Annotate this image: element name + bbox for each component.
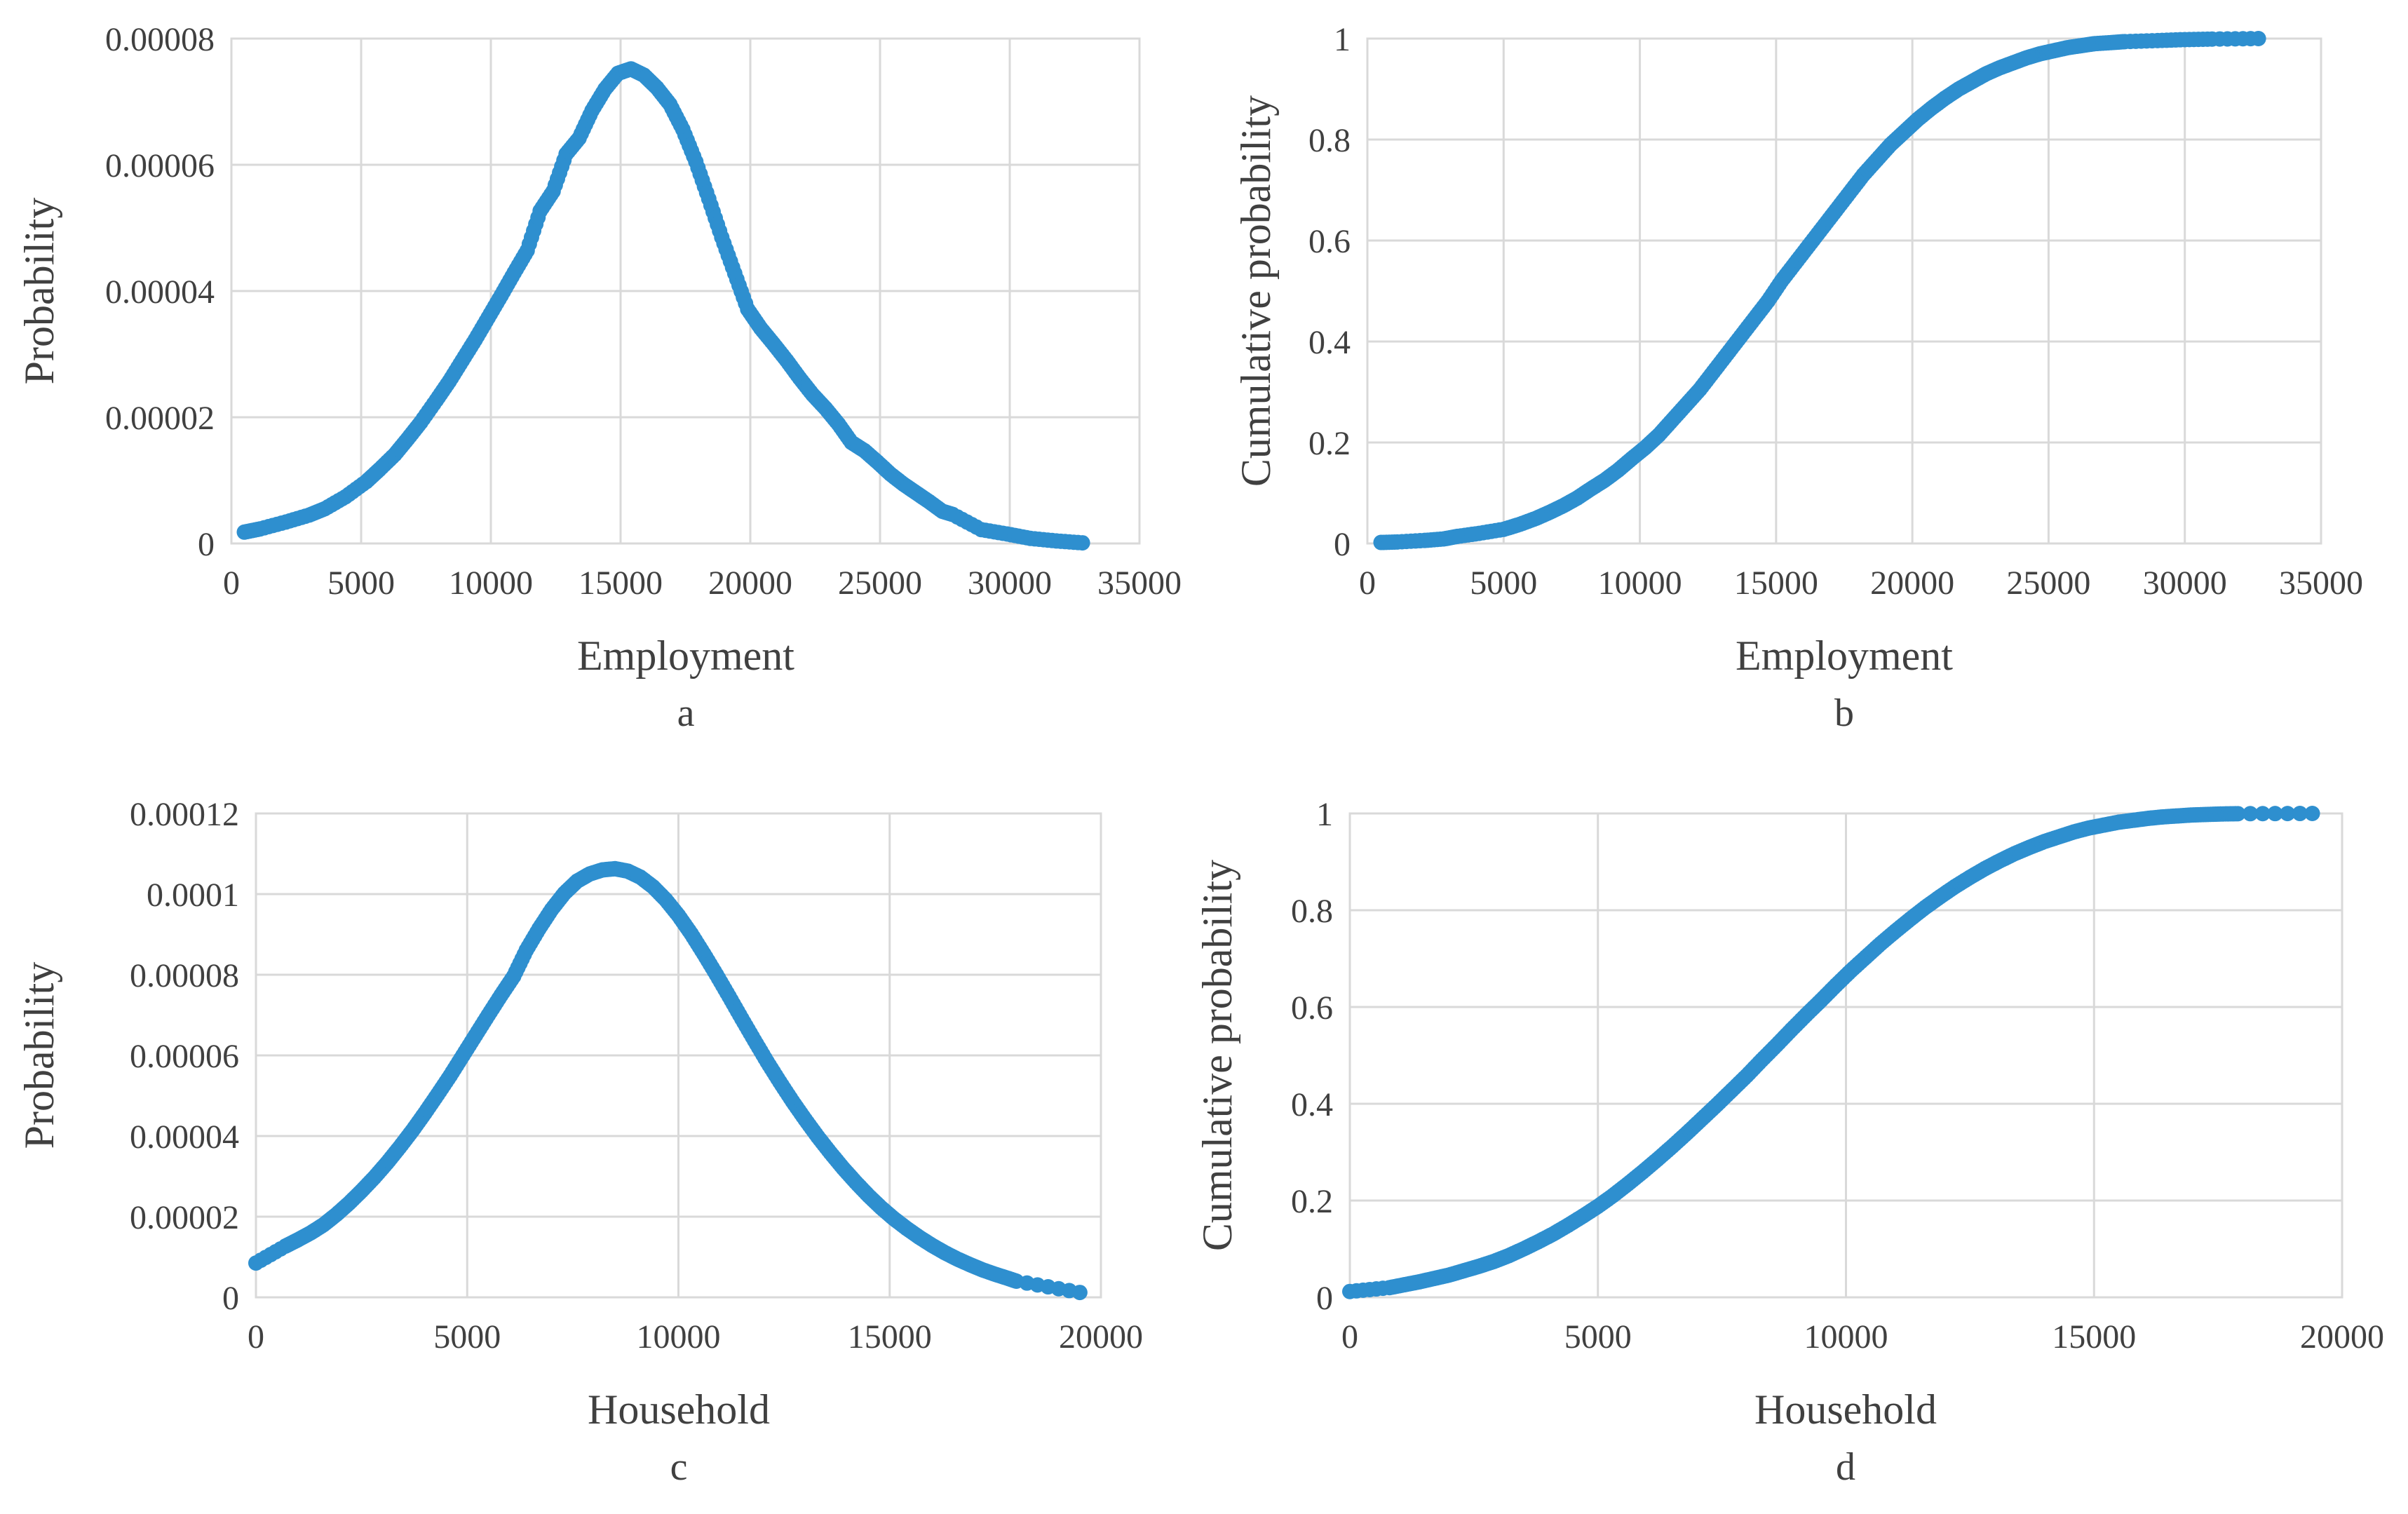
x-tick-label: 5000: [1470, 565, 1537, 602]
y-tick-label: 0.00006: [105, 147, 215, 184]
chart-panel-d: 0 5000 10000 15000 20000 0 0.2 0.4 0.6 0.8 1 Househ…: [1194, 796, 2384, 1489]
x-tick-label: 5000: [433, 1318, 501, 1356]
y-tick-label: 0.00012: [130, 796, 239, 833]
y-tick-label: 0.6: [1291, 989, 1333, 1027]
y-tick-label: 0.00008: [105, 21, 215, 58]
panel-label: d: [1836, 1445, 1855, 1489]
x-tick-label: 20000: [1059, 1318, 1143, 1356]
y-tick-label: 0.00002: [130, 1199, 239, 1236]
x-tick-label: 10000: [449, 565, 533, 602]
x-tick-label: 5000: [327, 565, 395, 602]
x-tick-label: 20000: [1870, 565, 1954, 602]
y-axis-title: Cumulative probability: [1194, 860, 1240, 1251]
y-tick-label: 0.2: [1308, 425, 1351, 462]
data-point: [712, 223, 728, 239]
y-tick-label: 0.8: [1291, 893, 1333, 930]
y-axis-title: Cumulative probability: [1233, 95, 1279, 487]
data-point: [2280, 806, 2296, 822]
y-tick-label: 0: [222, 1280, 239, 1317]
panel-label: c: [670, 1445, 688, 1489]
x-tick-label: 20000: [2300, 1318, 2384, 1356]
x-axis-title: Household: [1754, 1386, 1937, 1433]
x-tick-label: 20000: [708, 565, 792, 602]
data-point: [2243, 31, 2259, 47]
y-tick-label: 0.00006: [130, 1038, 239, 1075]
x-tick-label: 25000: [838, 565, 922, 602]
panel-label: b: [1834, 691, 1854, 735]
data-point: [686, 148, 702, 164]
x-tick-label: 0: [1341, 1318, 1358, 1356]
x-tick-label: 30000: [968, 565, 1052, 602]
chart-panel-a: 0 5000 10000 15000 20000 25000 30000 35000 0 0.00…: [16, 21, 1182, 735]
data-point: [2267, 806, 2283, 822]
data-point: [1007, 1273, 1023, 1289]
data-point: [1061, 1283, 1077, 1299]
data-point: [724, 259, 740, 276]
data-point: [2292, 806, 2308, 822]
y-tick-label: 0.4: [1308, 324, 1351, 361]
x-tick-label: 0: [1359, 565, 1376, 602]
chart-panel-c: 0 5000 10000 15000 20000 0 0.00002 0.00004 0.000…: [16, 796, 1143, 1489]
data-point: [2227, 806, 2243, 822]
y-tick-label: 0: [1316, 1280, 1333, 1317]
plot-area: [1366, 37, 2322, 545]
x-tick-label: 30000: [2143, 565, 2227, 602]
y-tick-label: 0.6: [1308, 223, 1351, 260]
y-tick-label: 0: [1334, 526, 1351, 563]
series: [248, 860, 1088, 1301]
y-axis-title: Probability: [16, 962, 62, 1149]
series: [1373, 31, 2266, 550]
series: [1342, 806, 2320, 1299]
x-axis-title: Household: [588, 1386, 770, 1433]
data-point: [2254, 806, 2271, 822]
panel-label: a: [677, 691, 695, 735]
x-tick-label: 0: [223, 565, 240, 602]
y-tick-label: 0.0001: [147, 877, 239, 914]
y-tick-label: 0: [198, 526, 215, 563]
y-tick-label: 0.2: [1291, 1183, 1333, 1220]
data-point: [2243, 806, 2259, 822]
data-point: [2304, 806, 2320, 821]
x-tick-label: 10000: [1598, 565, 1682, 602]
chart-panel-b: 0 5000 10000 15000 20000 25000 30000 35000 0 0.2 0…: [1233, 21, 2363, 735]
y-tick-label: 0.4: [1291, 1086, 1333, 1123]
y-tick-label: 1: [1334, 21, 1351, 58]
data-point: [2200, 31, 2216, 47]
x-tick-label: 5000: [1564, 1318, 1632, 1356]
y-axis-title: Probability: [16, 198, 62, 385]
x-tick-label: 0: [248, 1318, 264, 1356]
x-tick-label: 15000: [848, 1318, 932, 1356]
x-tick-label: 15000: [1734, 565, 1818, 602]
x-tick-label: 15000: [2052, 1318, 2136, 1356]
y-tick-label: 0.00008: [130, 957, 239, 994]
x-tick-label: 15000: [579, 565, 663, 602]
y-tick-label: 0.8: [1308, 122, 1351, 159]
x-axis-title: Employment: [577, 633, 794, 679]
x-tick-label: 35000: [1097, 565, 1182, 602]
series: [236, 61, 1090, 551]
data-point: [698, 184, 715, 201]
x-axis-title: Employment: [1736, 633, 1953, 679]
y-tick-label: 0.00002: [105, 400, 215, 437]
x-tick-label: 35000: [2279, 565, 2363, 602]
data-point: [1070, 534, 1086, 550]
x-tick-label: 10000: [637, 1318, 721, 1356]
y-tick-label: 1: [1316, 796, 1333, 833]
y-tick-label: 0.00004: [130, 1118, 239, 1156]
x-tick-label: 10000: [1804, 1318, 1888, 1356]
x-tick-label: 25000: [2006, 565, 2090, 602]
y-tick-label: 0.00004: [105, 273, 215, 311]
